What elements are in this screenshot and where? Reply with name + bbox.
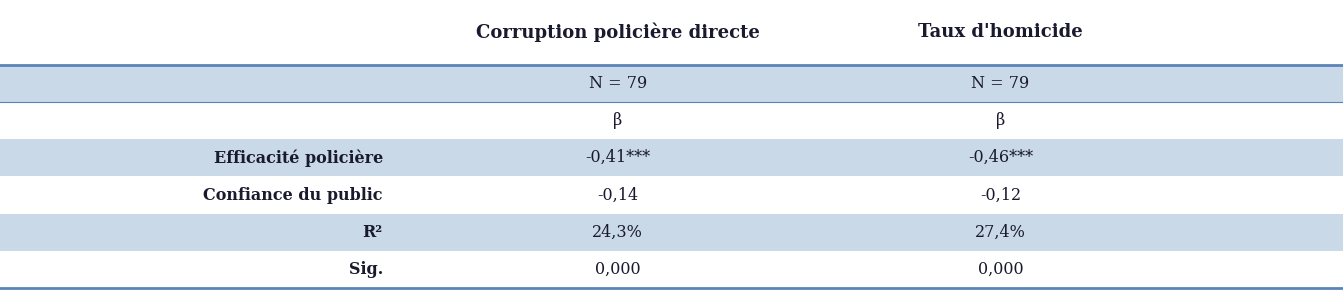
Bar xyxy=(0,139,1343,176)
Text: R²: R² xyxy=(363,224,383,241)
Text: -0,41***: -0,41*** xyxy=(586,149,650,166)
Text: N = 79: N = 79 xyxy=(971,75,1030,92)
Text: 24,3%: 24,3% xyxy=(592,224,643,241)
Text: -0,12: -0,12 xyxy=(980,186,1021,203)
Text: -0,14: -0,14 xyxy=(598,186,638,203)
Text: Confiance du public: Confiance du public xyxy=(203,186,383,203)
Text: β: β xyxy=(614,112,622,129)
Text: 0,000: 0,000 xyxy=(978,261,1023,278)
Text: 27,4%: 27,4% xyxy=(975,224,1026,241)
Bar xyxy=(0,251,1343,288)
Text: Efficacité policière: Efficacité policière xyxy=(214,149,383,166)
Text: N = 79: N = 79 xyxy=(588,75,647,92)
Text: -0,46***: -0,46*** xyxy=(968,149,1033,166)
Text: Corruption policière directe: Corruption policière directe xyxy=(475,23,760,42)
Text: Taux d'homicide: Taux d'homicide xyxy=(919,23,1082,41)
Bar xyxy=(0,102,1343,139)
Bar xyxy=(0,176,1343,214)
Bar xyxy=(0,214,1343,251)
Text: Sig.: Sig. xyxy=(348,261,383,278)
Bar xyxy=(0,65,1343,102)
Text: 0,000: 0,000 xyxy=(595,261,641,278)
Text: β: β xyxy=(997,112,1005,129)
